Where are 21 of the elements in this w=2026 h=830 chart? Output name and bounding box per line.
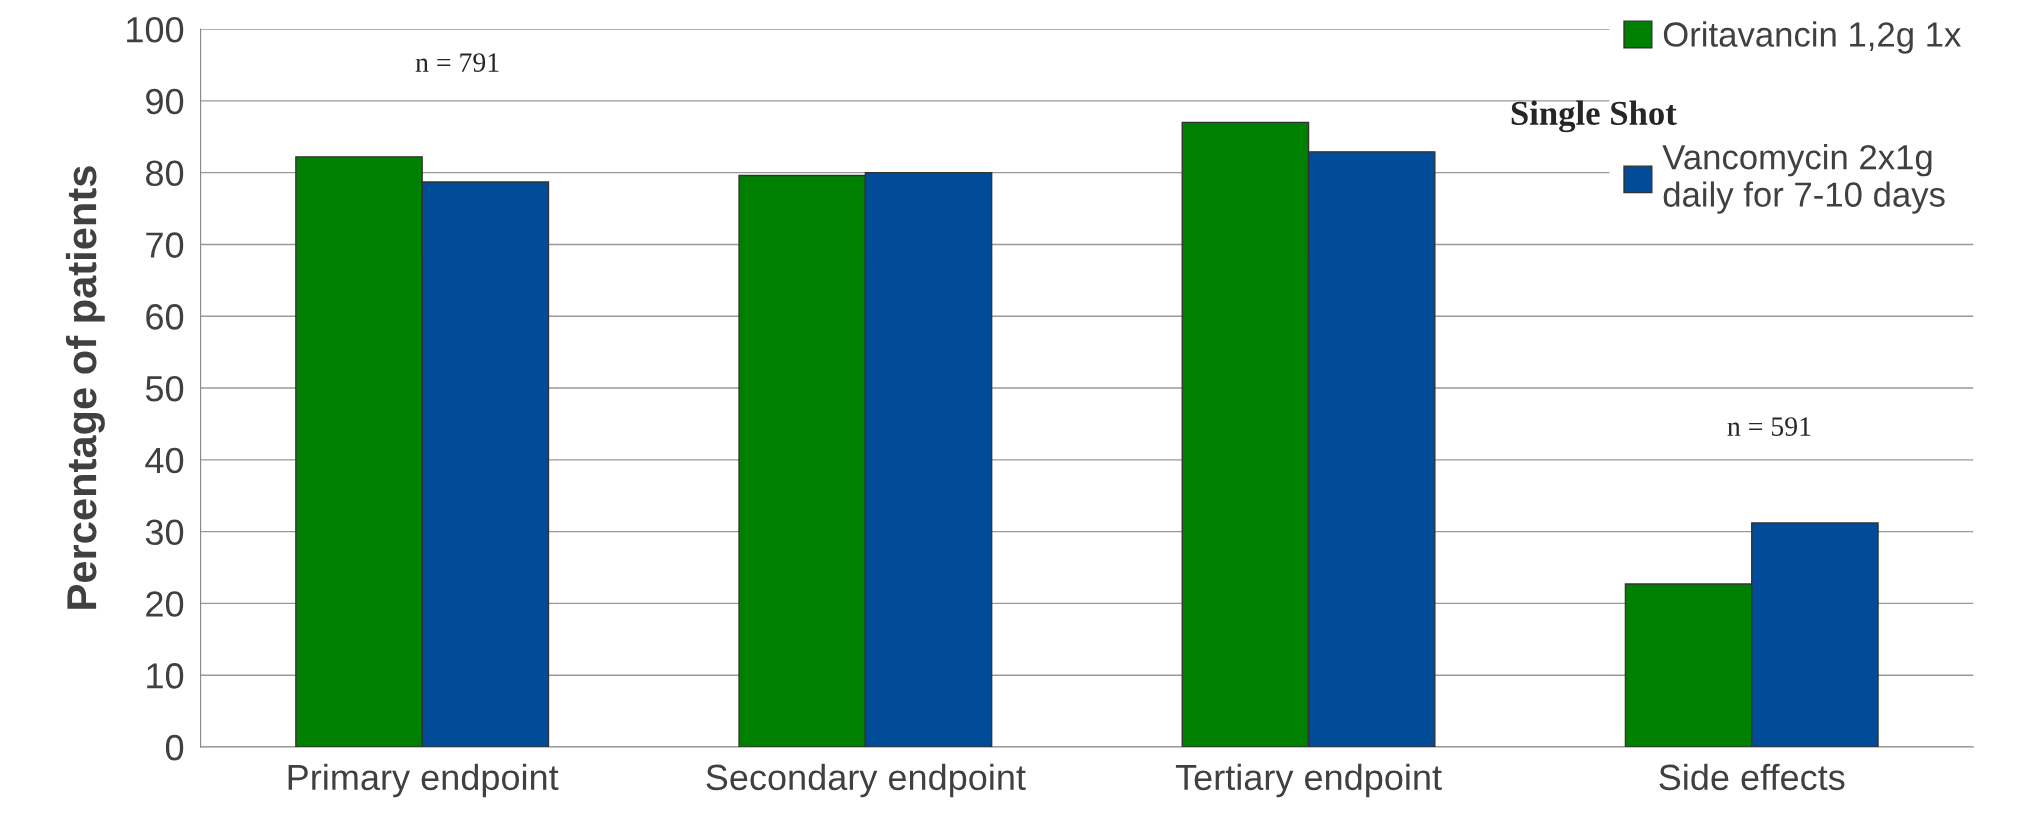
y-tick-label: 50 (145, 375, 184, 402)
x-tick-label: Side effects (1659, 763, 1845, 791)
x-tick-label: Secondary endpoint (706, 763, 1026, 798)
y-tick-label: 30 (145, 519, 184, 546)
annotation: n = 591 (1727, 417, 1811, 436)
legend-label: Oritavancin 1,2g 1x (1663, 21, 1961, 54)
y-tick-label: 80 (146, 160, 184, 187)
y-tick-label: 90 (146, 88, 184, 115)
y-tick-label: 40 (145, 447, 184, 474)
x-tick-label: Tertiary endpoint (1175, 763, 1442, 798)
y-axis-title: Percentage of patients (65, 166, 105, 609)
y-tick-label: 10 (147, 663, 184, 689)
annotation: Single Shot (1511, 100, 1677, 133)
legend-label: Vancomycin 2x1g daily for 7-10 days (1662, 144, 1945, 214)
y-tick-label: 100 (127, 16, 184, 43)
x-tick-label: Primary endpoint (288, 763, 559, 798)
y-tick-label: 0 (165, 734, 184, 761)
annotation: n = 791 (415, 53, 499, 72)
y-tick-label: 70 (146, 232, 184, 258)
y-tick-label: 20 (146, 591, 184, 617)
y-tick-label: 60 (146, 304, 184, 330)
